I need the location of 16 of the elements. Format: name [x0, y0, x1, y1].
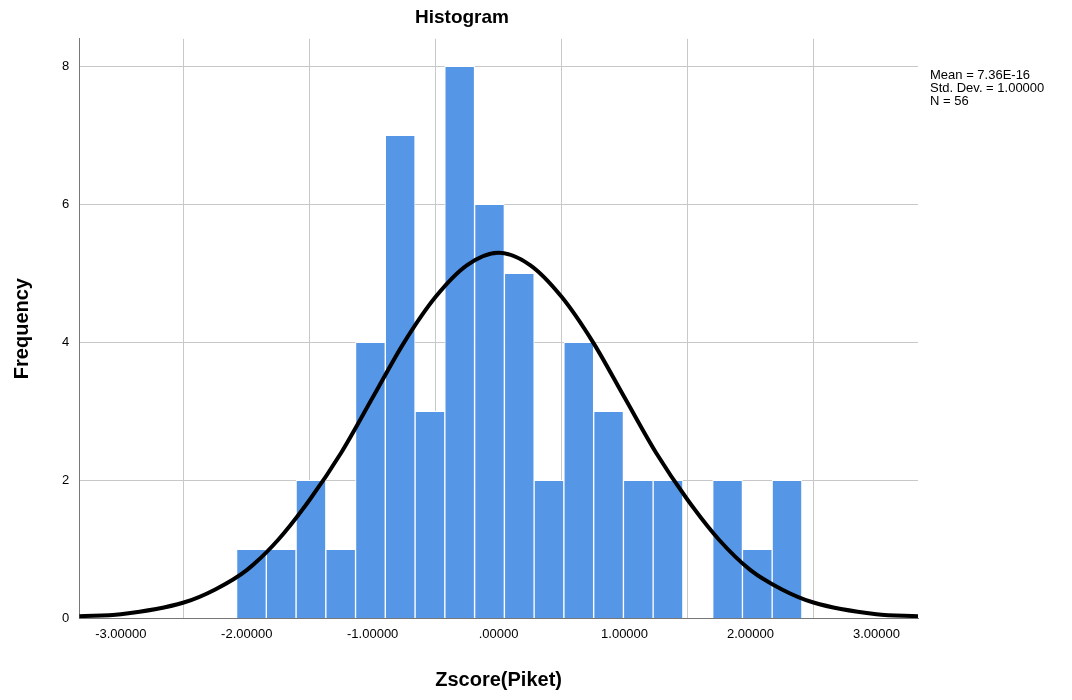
x-tick-label: 1.00000 [601, 625, 649, 641]
text: Mean = 7.36E-16 Std. Dev. = 1.00000 N = 56 [930, 66, 1045, 108]
x-tick-label: 3.00000 [852, 625, 900, 641]
y-tick-label: 2 [62, 471, 70, 487]
x-axis-title: Zscore(Piket) [435, 667, 562, 690]
x-tick-label: -1.00000 [347, 625, 399, 641]
x-tick-label: 2.00000 [727, 625, 774, 641]
x-tick-label: -2.00000 [221, 625, 273, 641]
y-tick-label: 8 [62, 57, 70, 73]
y-tick-label: 4 [62, 333, 70, 349]
x-tick-label: -3.00000 [95, 625, 147, 641]
y-tick-label: 0 [62, 609, 70, 625]
x-tick-label: .00000 [478, 625, 519, 641]
chart-title: Histogram [415, 5, 509, 27]
y-axis-title: Frequency [9, 277, 32, 380]
y-tick-label: 6 [62, 195, 70, 211]
